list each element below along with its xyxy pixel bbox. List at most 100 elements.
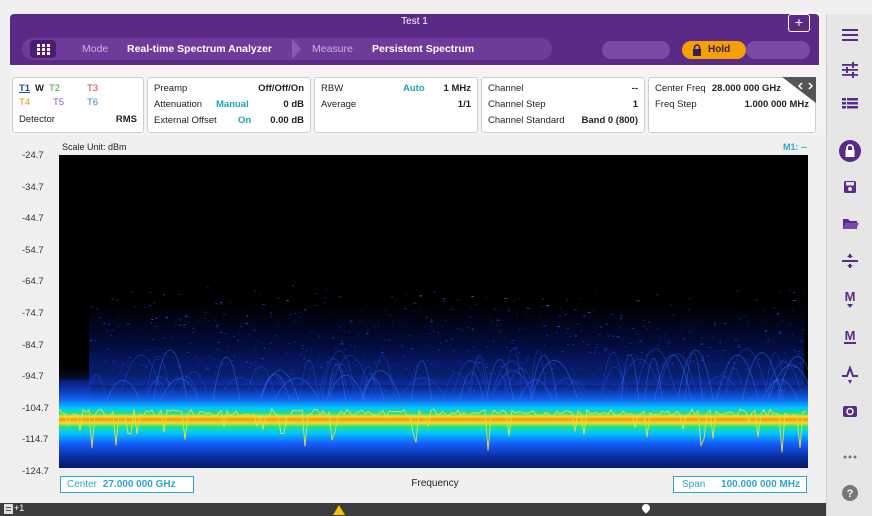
list-icon[interactable] — [835, 90, 865, 116]
save-icon[interactable] — [835, 174, 865, 200]
folder-icon[interactable] — [835, 210, 865, 236]
panel-scroll-icon[interactable] — [782, 77, 816, 103]
persistence-arc — [503, 348, 524, 401]
persistence-arc — [620, 354, 640, 401]
trace-t5[interactable]: T5 — [53, 97, 65, 108]
y-tick-label: -24.7 — [22, 150, 44, 161]
trace-t4[interactable]: T4 — [19, 97, 31, 108]
channel-panel[interactable]: Channel -- Channel Step 1 Channel Standa… — [481, 77, 645, 133]
measure-value[interactable]: Persistent Spectrum — [372, 43, 475, 55]
location-pin-icon[interactable] — [640, 502, 652, 514]
notification-count[interactable]: +1 — [14, 503, 25, 513]
lock-icon[interactable] — [835, 138, 865, 164]
persistence-speckle — [414, 289, 417, 291]
persistence-speckle — [405, 293, 407, 295]
persistence-speckle — [736, 290, 739, 292]
persistent-spectrum-plot[interactable] — [59, 155, 808, 468]
persistence-arc — [767, 379, 785, 401]
trace-t3[interactable]: T3 — [87, 83, 99, 94]
marker-icon[interactable]: M — [835, 324, 865, 350]
persistence-speckle — [542, 298, 544, 300]
persistence-arc — [411, 360, 433, 401]
warning-icon[interactable] — [333, 505, 345, 515]
frequency-panel[interactable]: Center Freq 28.000 000 GHz Freq Step 1.0… — [648, 77, 816, 133]
tab-title[interactable]: Test 1 — [401, 16, 428, 27]
y-tick-label: -84.7 — [22, 339, 44, 351]
persistence-arc — [370, 355, 395, 401]
mode-value[interactable]: Real-time Spectrum Analyzer — [127, 43, 272, 55]
persistence-arc — [529, 350, 547, 401]
persistence-speckle — [277, 297, 280, 299]
trace-t1[interactable]: T1 — [19, 83, 31, 94]
marker-down-icon[interactable]: M — [835, 286, 865, 312]
spectrum-canvas[interactable] — [59, 155, 808, 468]
persistence-arc — [764, 352, 786, 401]
persistence-speckle — [485, 296, 488, 298]
span-field[interactable]: Span 100.000 000 MHz — [673, 476, 807, 493]
persistence-arc — [530, 354, 558, 401]
menu-icon[interactable] — [835, 22, 865, 48]
persistence-speckle — [504, 298, 508, 299]
mode-label: Mode — [82, 43, 109, 55]
persistence-arc — [358, 366, 378, 401]
persistence-arc — [468, 354, 491, 401]
more-icon[interactable] — [835, 444, 865, 470]
persistence-speckle — [315, 288, 319, 290]
center-frequency-field[interactable]: Center 27.000 000 GHz — [60, 476, 194, 493]
channel-step-value: 1 — [632, 99, 638, 110]
channel-value: -- — [631, 83, 638, 94]
persistence-speckle — [219, 303, 223, 305]
persistence-speckle — [779, 291, 782, 292]
persistence-speckle — [315, 293, 317, 295]
persistence-arc — [260, 370, 300, 401]
y-tick-label: -54.7 — [22, 244, 44, 256]
status-pill-right[interactable] — [746, 41, 810, 59]
persistence-speckle — [149, 292, 152, 293]
amplitude-panel[interactable]: Preamp Off/Off/On Attenuation Manual 0 d… — [147, 77, 311, 133]
persistence-speckle — [803, 293, 804, 295]
settings-sliders-icon[interactable] — [835, 56, 865, 82]
split-icon[interactable] — [835, 248, 865, 274]
persistence-arc — [698, 375, 743, 401]
persistence-arc — [160, 378, 200, 401]
bandwidth-panel[interactable]: RBW Auto 1 MHz Average 1/1 — [314, 77, 478, 133]
persistence-arc — [212, 356, 241, 401]
trace-t6[interactable]: T6 — [87, 97, 99, 108]
persistence-speckle — [229, 301, 232, 303]
rbw-value: 1 MHz — [443, 83, 471, 94]
persistence-speckle — [115, 299, 119, 301]
persistence-speckle — [153, 302, 156, 304]
persistence-speckle — [580, 298, 582, 300]
persistence-arc — [145, 355, 172, 401]
persistence-speckle — [793, 300, 796, 301]
y-tick-label: -44.7 — [22, 213, 44, 225]
y-tick-label: -94.7 — [22, 371, 44, 383]
persistence-arc — [742, 352, 782, 401]
add-tab-button[interactable]: + — [788, 14, 810, 32]
freq-step-label: Freq Step — [655, 99, 697, 110]
persistence-speckle — [518, 297, 521, 299]
status-pill-left[interactable] — [602, 41, 670, 59]
marker-readout: M1: -- — [783, 142, 807, 152]
persistence-arc — [677, 349, 714, 401]
persistence-arc — [724, 348, 769, 401]
trace-panel[interactable]: T1 W T2 T3 T4 T5 T6 Detector RMS — [12, 77, 144, 133]
apps-grid-icon[interactable] — [30, 40, 56, 58]
peak-icon[interactable] — [835, 362, 865, 388]
persistence-speckle — [413, 302, 417, 304]
hold-button[interactable]: Hold — [682, 41, 746, 59]
average-label: Average — [321, 99, 357, 110]
persistence-speckle — [471, 296, 474, 297]
help-icon[interactable]: ? — [835, 480, 865, 506]
notes-icon[interactable] — [4, 504, 13, 514]
external-offset-mode: On — [238, 115, 252, 126]
persistence-speckle — [419, 295, 422, 297]
average-value: 1/1 — [457, 99, 471, 110]
camera-icon[interactable] — [835, 398, 865, 424]
center-label: Center — [67, 479, 98, 490]
persistence-speckle — [324, 297, 327, 299]
persistence-arc — [327, 363, 346, 401]
persistence-speckle — [475, 303, 478, 305]
trace-t2[interactable]: T2 — [49, 83, 61, 94]
x-axis-label: Frequency — [411, 478, 459, 489]
